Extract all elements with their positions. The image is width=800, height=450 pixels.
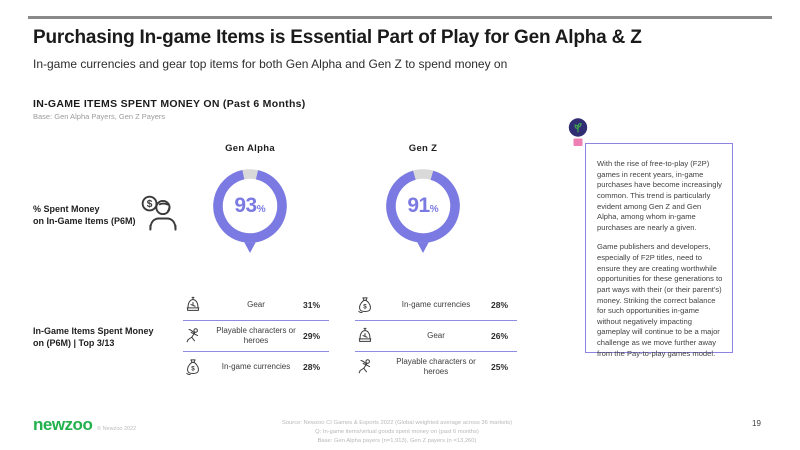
column-header-gen-alpha: Gen Alpha (225, 143, 275, 154)
row-label-spent-money: % Spent Money on In-Game Items (P6M) (33, 204, 136, 227)
page-number: 19 (752, 419, 761, 428)
donut-ring-gen-z (386, 169, 460, 253)
note-paragraph: Game publishers and developers, especial… (597, 242, 723, 358)
moneybag-icon (355, 295, 381, 315)
donut-value-gen-alpha: 93 % (234, 194, 266, 217)
donut-chart-gen-alpha: 93 % (210, 166, 290, 258)
donut-ring-gen-alpha (213, 169, 287, 253)
source-note: Source: Newzoo CI Games & Esports 2022 (… (281, 420, 513, 444)
table-row: Playable characters or heroes 29% (183, 320, 329, 351)
table-row: Playable characters or heroes 25% (355, 351, 517, 382)
table-row: Gear 31% (183, 289, 329, 320)
payer-dollar-icon (137, 192, 181, 238)
table-row: Gear 26% (355, 320, 517, 351)
copyright-text: © Newzoo 2022 (97, 426, 137, 432)
donut-chart-gen-z: 91 % (383, 166, 463, 258)
newzoo-logo: newzoo (33, 415, 93, 434)
items-table-gen-z: In-game currencies 28% Gear 26% Playable… (355, 289, 517, 382)
column-header-gen-z: Gen Z (408, 143, 438, 154)
donut-value-gen-z: 91 % (407, 194, 439, 217)
hero-icon (183, 326, 209, 346)
page-subtitle: In-game currencies and gear top items fo… (33, 57, 508, 71)
hero-icon (355, 357, 381, 377)
items-table-gen-alpha: Gear 31% Playable characters or heroes 2… (183, 289, 329, 382)
armor-icon (183, 295, 209, 315)
base-note: Base: Gen Alpha Payers, Gen Z Payers (33, 112, 166, 121)
page-title: Purchasing In-game Items is Essential Pa… (33, 27, 642, 48)
table-row: In-game currencies 28% (355, 289, 517, 320)
top-divider-bar (28, 16, 772, 19)
armor-icon (355, 326, 381, 346)
moneybag-icon (183, 357, 209, 377)
lightbulb-icon (566, 116, 590, 150)
insight-note-box: With the rise of free-to-play (F2P) game… (585, 143, 733, 358)
note-paragraph: With the rise of free-to-play (F2P) game… (597, 159, 722, 232)
section-heading: IN-GAME ITEMS SPENT MONEY ON (Past 6 Mon… (33, 98, 306, 110)
row-label-top-items: In-Game Items Spent Money on (P6M) | Top… (33, 326, 154, 349)
table-row: In-game currencies 28% (183, 351, 329, 382)
